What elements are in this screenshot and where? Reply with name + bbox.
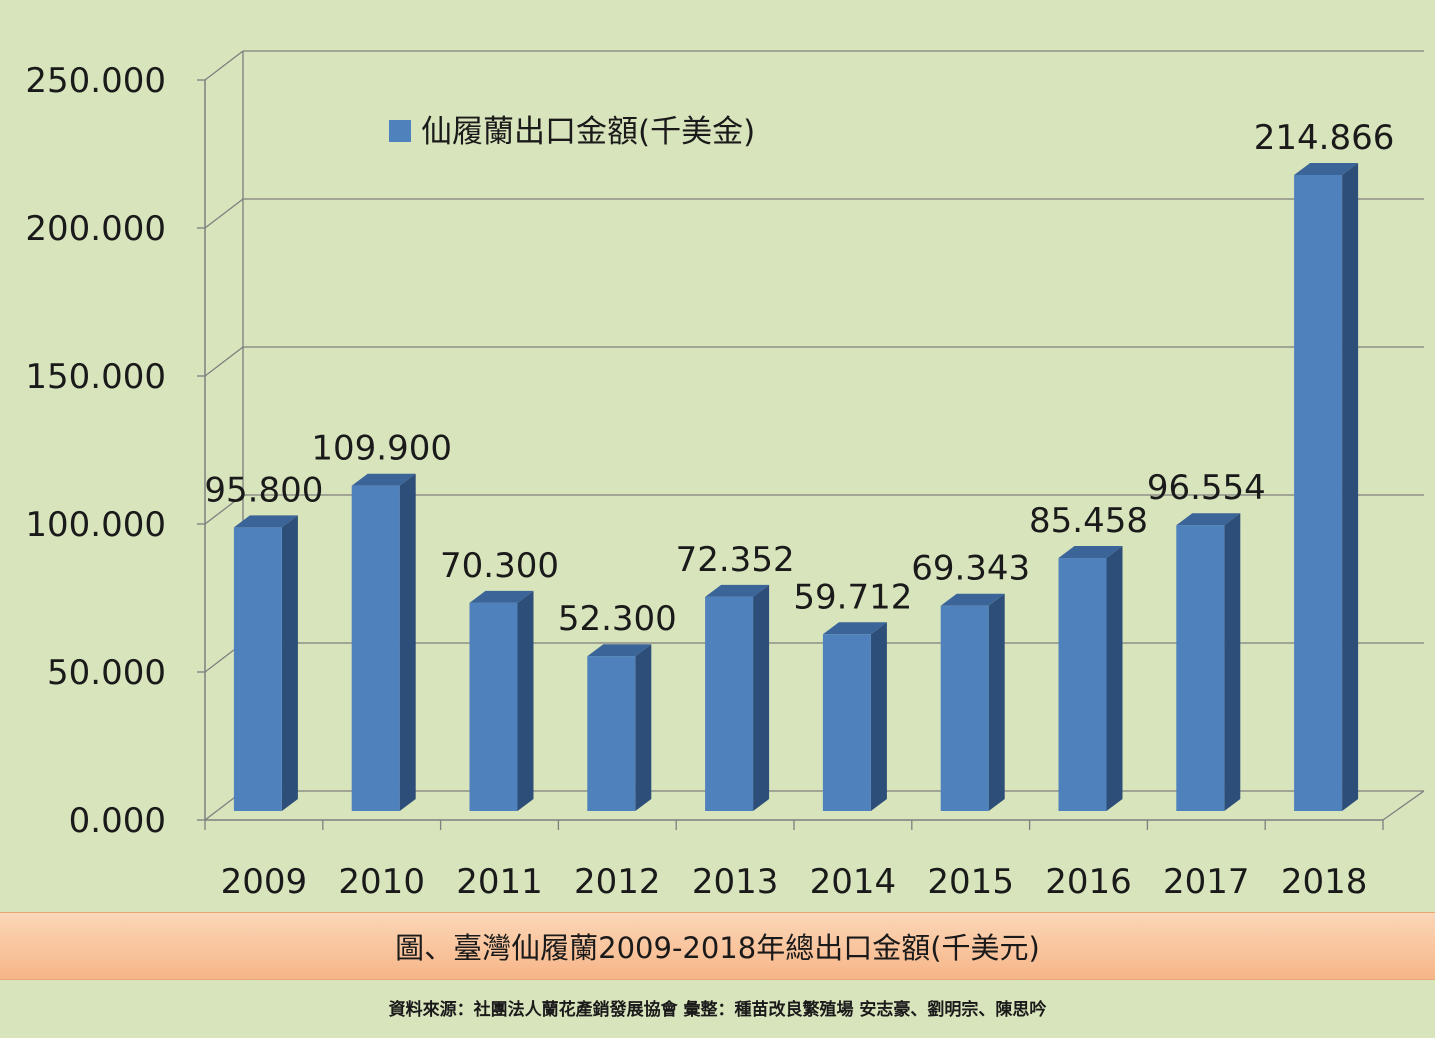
data-label: 72.352 xyxy=(676,540,795,580)
data-label: 69.343 xyxy=(911,549,1030,589)
y-tick-label: 150.000 xyxy=(25,357,166,397)
bar xyxy=(469,602,518,811)
data-label: 85.458 xyxy=(1029,501,1148,541)
axes: 0.000 50.000 100.000 150.000 200.000 250.000 2… xyxy=(25,61,1384,902)
bar-top xyxy=(940,593,1005,606)
bar xyxy=(1176,525,1225,811)
bar-side xyxy=(1106,546,1123,811)
x-tick-label: 2011 xyxy=(456,862,543,902)
bar-top xyxy=(469,590,534,603)
floor-edge xyxy=(1382,790,1425,821)
source-note: 資料來源：社團法人蘭花產銷發展協會 彙整：種苗改良繁殖場 安志豪、劉明宗、陳思吟 xyxy=(388,1000,1047,1020)
grid-line-diagonal xyxy=(204,346,244,377)
bar-side xyxy=(988,593,1005,811)
bar-side xyxy=(517,590,534,811)
bar-top xyxy=(705,584,770,597)
y-tick-label: 0.000 xyxy=(69,801,166,841)
y-tick-label: 50.000 xyxy=(47,653,166,693)
bar-top xyxy=(351,473,416,486)
x-tick-label: 2009 xyxy=(221,862,308,902)
bar-chart: 0.000 50.000 100.000 150.000 200.000 250.000 2… xyxy=(25,50,1425,902)
data-label: 95.800 xyxy=(204,470,323,510)
data-label: 70.300 xyxy=(440,546,559,586)
chart-caption: 圖、臺灣仙履蘭2009-2018年總出口金額(千美元) xyxy=(395,931,1040,965)
data-label: 214.866 xyxy=(1254,118,1395,158)
legend: 仙履蘭出口金額(千美金) xyxy=(389,114,755,150)
bar xyxy=(1058,558,1107,811)
data-label: 52.300 xyxy=(558,599,677,639)
bar-side xyxy=(1224,513,1241,811)
bar-top xyxy=(1294,162,1359,175)
data-label: 109.900 xyxy=(311,429,452,469)
y-tick-label: 100.000 xyxy=(25,505,166,545)
bar xyxy=(1294,174,1343,811)
bar xyxy=(822,634,871,811)
data-label: 59.712 xyxy=(793,577,912,617)
bar-top xyxy=(822,622,887,635)
bar-top xyxy=(1058,546,1123,559)
x-tick-label: 2014 xyxy=(810,862,897,902)
x-tick-label: 2015 xyxy=(927,862,1014,902)
bar xyxy=(705,596,754,811)
caption-band: 圖、臺灣仙履蘭2009-2018年總出口金額(千美元) xyxy=(0,912,1435,980)
bar xyxy=(940,605,989,811)
x-tick-label: 2012 xyxy=(574,862,661,902)
y-tick-label: 200.000 xyxy=(25,209,166,249)
bar-top xyxy=(587,644,652,657)
bar xyxy=(587,656,636,811)
x-tick-label: 2010 xyxy=(338,862,425,902)
grid-line-diagonal xyxy=(204,494,244,525)
legend-swatch xyxy=(389,120,411,142)
legend-label: 仙履蘭出口金額(千美金) xyxy=(421,114,755,150)
bar-side xyxy=(635,644,652,811)
data-label: 96.554 xyxy=(1147,468,1266,508)
bar-side xyxy=(399,473,416,811)
grid-line-diagonal xyxy=(204,50,244,81)
bar-side xyxy=(281,515,298,811)
bars xyxy=(233,162,1359,811)
x-tick-label: 2017 xyxy=(1163,862,1250,902)
bar-side xyxy=(753,584,770,811)
x-tick-label: 2016 xyxy=(1045,862,1132,902)
bar xyxy=(351,485,400,811)
grid-line-diagonal xyxy=(204,198,244,229)
bar-side xyxy=(1342,162,1359,811)
bar xyxy=(233,527,282,811)
x-tick-label: 2018 xyxy=(1281,862,1368,902)
y-tick-label: 250.000 xyxy=(25,61,166,101)
bar-top xyxy=(233,515,298,528)
bar-side xyxy=(870,622,887,811)
bar-top xyxy=(1176,513,1241,526)
x-tick-label: 2013 xyxy=(692,862,779,902)
